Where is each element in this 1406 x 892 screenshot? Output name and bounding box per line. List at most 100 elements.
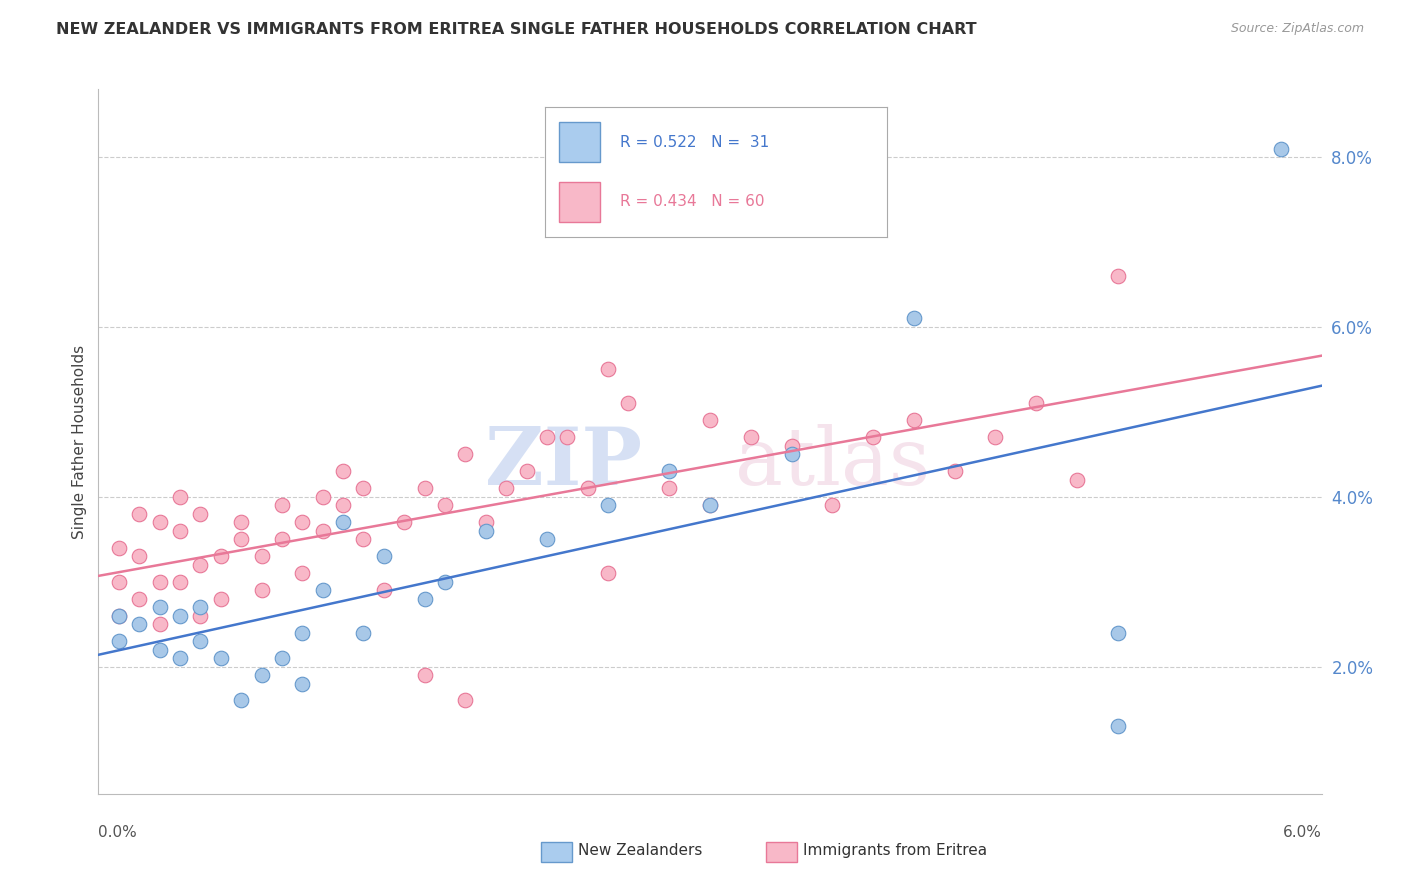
Point (188, 608, 212, 623)
Text: Source: ZipAtlas.com: Source: ZipAtlas.com (1230, 22, 1364, 36)
Text: atlas: atlas (735, 424, 929, 501)
Point (209, 591, 232, 606)
Point (903, 413, 925, 427)
Point (169, 651, 191, 665)
Point (984, 430, 1007, 444)
Point (209, 651, 232, 665)
Point (169, 490, 191, 504)
Point (373, 549, 395, 563)
Point (250, 583, 273, 598)
Point (1270, 142, 1292, 156)
Point (311, 524, 335, 538)
Point (903, 311, 925, 326)
Point (108, 608, 131, 623)
Point (699, 413, 721, 427)
Point (1107, 268, 1129, 283)
Point (780, 447, 803, 461)
Point (169, 524, 191, 538)
Point (536, 532, 558, 546)
Point (149, 642, 172, 657)
Point (454, 447, 477, 461)
Point (332, 515, 354, 529)
Point (270, 532, 292, 546)
Point (332, 498, 354, 512)
Point (555, 430, 579, 444)
Point (128, 591, 150, 606)
Point (311, 583, 335, 598)
Point (352, 625, 374, 640)
Point (433, 574, 456, 589)
Text: ZIP: ZIP (485, 424, 641, 501)
Point (454, 693, 477, 707)
Point (128, 549, 150, 563)
Point (108, 541, 131, 555)
Point (169, 574, 191, 589)
Point (169, 608, 191, 623)
Point (699, 498, 721, 512)
Point (231, 693, 253, 707)
Text: New Zealanders: New Zealanders (578, 843, 702, 857)
Point (516, 464, 538, 478)
Point (311, 490, 335, 504)
Point (1066, 473, 1088, 487)
Point (291, 676, 314, 690)
Point (373, 583, 395, 598)
Point (1107, 625, 1129, 640)
Point (188, 558, 212, 572)
Point (943, 464, 966, 478)
Point (108, 574, 131, 589)
Point (352, 481, 374, 495)
Point (474, 524, 498, 538)
Point (658, 464, 681, 478)
Point (291, 625, 314, 640)
Point (474, 515, 498, 529)
Point (495, 481, 517, 495)
Point (291, 566, 314, 581)
Point (108, 634, 131, 648)
Point (188, 507, 212, 521)
Point (536, 430, 558, 444)
Point (332, 464, 354, 478)
Point (108, 608, 131, 623)
Text: Immigrants from Eritrea: Immigrants from Eritrea (803, 843, 987, 857)
Point (250, 668, 273, 682)
Point (128, 617, 150, 632)
Point (291, 515, 314, 529)
Point (821, 498, 844, 512)
Point (188, 600, 212, 615)
Point (862, 430, 884, 444)
Point (149, 515, 172, 529)
Text: 6.0%: 6.0% (1282, 825, 1322, 840)
Point (740, 430, 762, 444)
Point (699, 498, 721, 512)
Point (128, 507, 150, 521)
Point (617, 396, 640, 410)
Point (270, 498, 292, 512)
Point (188, 634, 212, 648)
Point (149, 600, 172, 615)
Point (780, 439, 803, 453)
Point (658, 481, 681, 495)
Point (231, 532, 253, 546)
Point (413, 481, 436, 495)
Point (433, 498, 456, 512)
Point (270, 651, 292, 665)
Point (250, 549, 273, 563)
Point (392, 515, 416, 529)
Point (576, 481, 599, 495)
Text: NEW ZEALANDER VS IMMIGRANTS FROM ERITREA SINGLE FATHER HOUSEHOLDS CORRELATION CH: NEW ZEALANDER VS IMMIGRANTS FROM ERITREA… (56, 22, 977, 37)
Point (413, 591, 436, 606)
Point (1025, 396, 1047, 410)
Point (1107, 719, 1129, 733)
Point (352, 532, 374, 546)
Y-axis label: Single Father Households: Single Father Households (72, 344, 87, 539)
Text: 0.0%: 0.0% (98, 825, 138, 840)
Point (209, 549, 232, 563)
Point (598, 566, 620, 581)
Point (413, 668, 436, 682)
Point (231, 515, 253, 529)
Point (598, 362, 620, 376)
Point (149, 574, 172, 589)
Point (149, 617, 172, 632)
Point (598, 498, 620, 512)
